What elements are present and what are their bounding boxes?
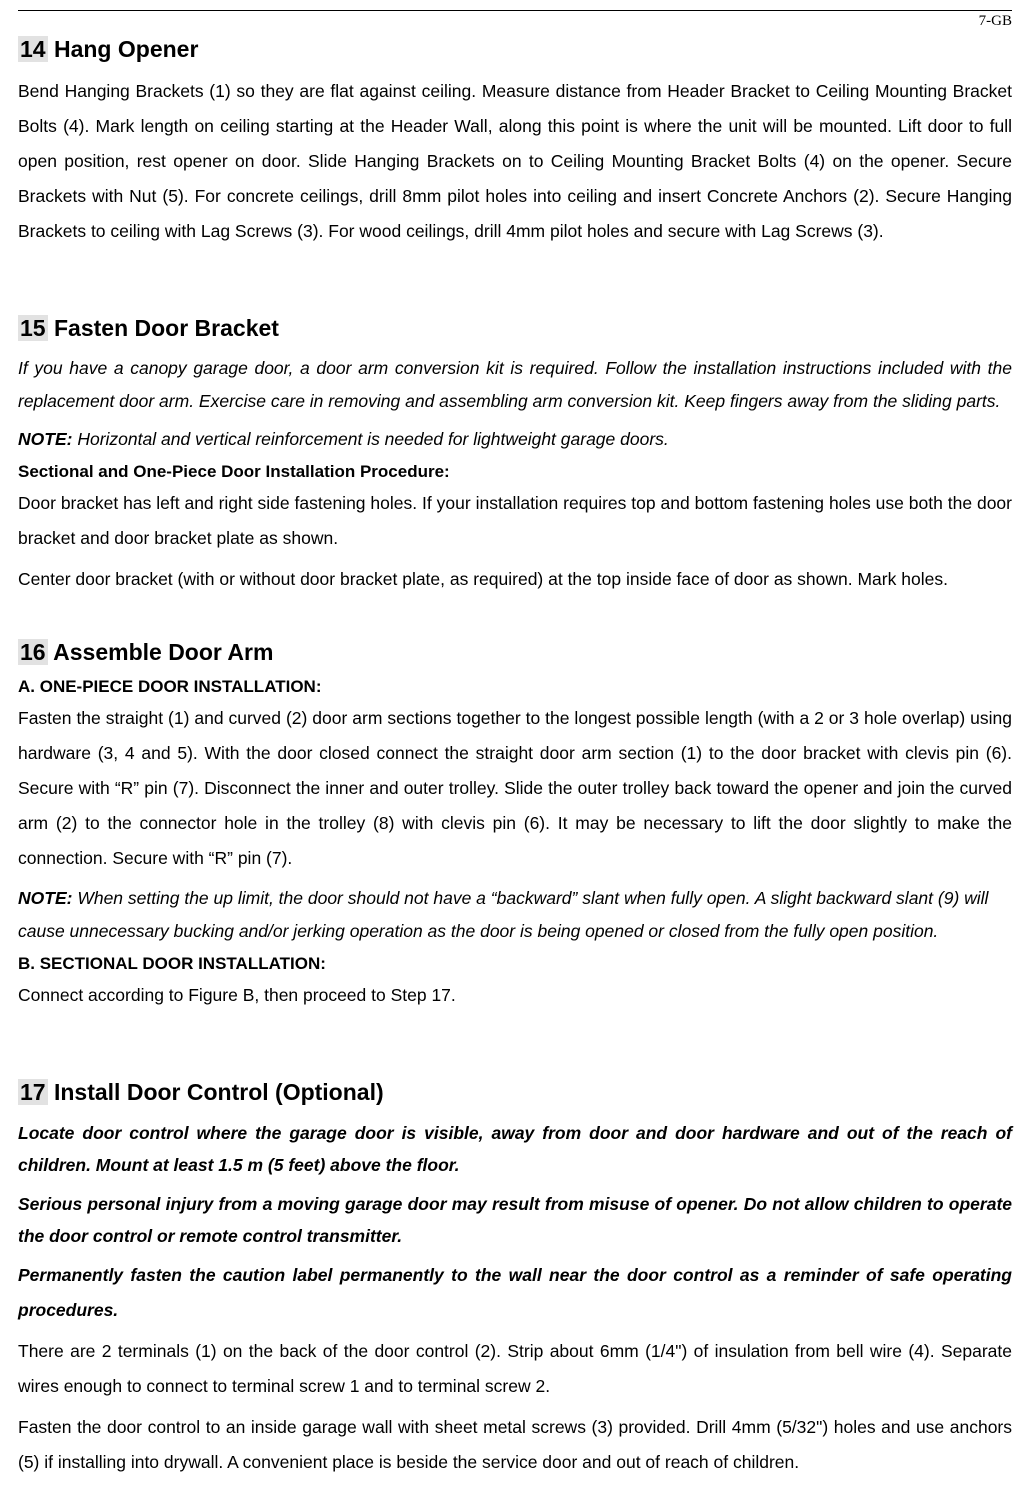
section-15-subhead: Sectional and One-Piece Door Installatio…: [18, 462, 1012, 482]
section-15-note: NOTE: Horizontal and vertical reinforcem…: [18, 423, 1012, 456]
section-15-p2: Center door bracket (with or without doo…: [18, 562, 1012, 597]
section-17-w2: Serious personal injury from a moving ga…: [18, 1188, 1012, 1253]
section-14-body: Bend Hanging Brackets (1) so they are fl…: [18, 74, 1012, 249]
section-15-number: 15: [18, 315, 48, 341]
note-label: NOTE:: [18, 888, 72, 908]
note-label: NOTE:: [18, 429, 72, 449]
section-17-w1: Locate door control where the garage doo…: [18, 1117, 1012, 1182]
section-17-title: Install Door Control (Optional): [54, 1079, 384, 1105]
spacer: [18, 1019, 1012, 1079]
section-17-w3: Permanently fasten the caution label per…: [18, 1258, 1012, 1328]
spacer: [18, 255, 1012, 315]
section-16-heading: 16 Assemble Door Arm: [18, 639, 1012, 667]
section-15-title: Fasten Door Bracket: [54, 315, 279, 341]
section-17-p1: There are 2 terminals (1) on the back of…: [18, 1334, 1012, 1404]
section-14-title: Hang Opener: [54, 36, 198, 62]
section-16-title: Assemble Door Arm: [53, 639, 273, 665]
section-16-b-body: Connect according to Figure B, then proc…: [18, 978, 1012, 1013]
page-container: 7-GB 14 Hang Opener Bend Hanging Bracket…: [0, 0, 1030, 1506]
page-number-label: 7-GB: [18, 13, 1012, 30]
top-rule: [18, 10, 1012, 11]
note-text: Horizontal and vertical reinforcement is…: [77, 429, 668, 449]
section-16-number: 16: [18, 639, 48, 665]
section-14-heading: 14 Hang Opener: [18, 36, 1012, 64]
note-text: When setting the up limit, the door shou…: [18, 888, 988, 941]
section-17-p2: Fasten the door control to an inside gar…: [18, 1410, 1012, 1480]
section-14-number: 14: [18, 36, 48, 62]
section-16-sub-a: A. ONE-PIECE DOOR INSTALLATION:: [18, 677, 1012, 697]
section-15-p1: Door bracket has left and right side fas…: [18, 486, 1012, 556]
section-15-heading: 15 Fasten Door Bracket: [18, 315, 1012, 343]
section-17-heading: 17 Install Door Control (Optional): [18, 1079, 1012, 1107]
section-16-sub-b: B. SECTIONAL DOOR INSTALLATION:: [18, 954, 1012, 974]
section-16-a-note: NOTE: When setting the up limit, the doo…: [18, 882, 1012, 949]
section-15-warning: If you have a canopy garage door, a door…: [18, 352, 1012, 417]
section-16-a-body: Fasten the straight (1) and curved (2) d…: [18, 701, 1012, 876]
section-17-number: 17: [18, 1079, 48, 1105]
spacer: [18, 603, 1012, 639]
